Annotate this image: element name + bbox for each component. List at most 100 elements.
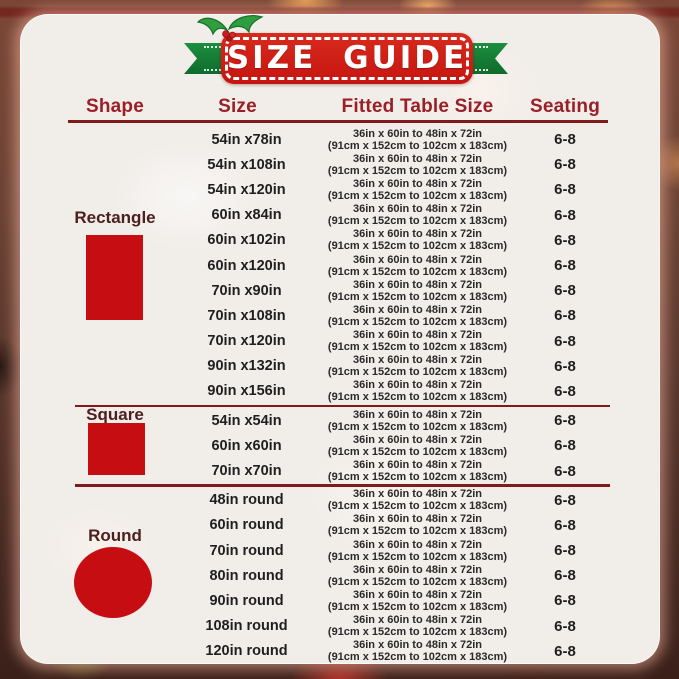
size-value: 70in x90in bbox=[211, 282, 282, 299]
fitted-table-size: 36in x 60in to 48in x 72in (91cm x 152cm … bbox=[305, 409, 530, 433]
size-value: 54in x54in bbox=[211, 412, 282, 429]
fitted-table-size: 36in x 60in to 48in x 72in (91cm x 152cm … bbox=[305, 203, 530, 227]
fitted-size-cm: (91cm x 152cm to 102cm x 183cm) bbox=[327, 139, 508, 152]
fitted-size-inches: 36in x 60in to 48in x 72in bbox=[353, 563, 482, 576]
fitted-table-size: 36in x 60in to 48in x 72in (91cm x 152cm … bbox=[305, 254, 530, 278]
seating-value: 6-8 bbox=[554, 491, 576, 509]
fitted-size-inches: 36in x 60in to 48in x 72in bbox=[353, 513, 482, 526]
seating-value: 6-8 bbox=[554, 332, 576, 350]
size-value: 54in x120in bbox=[207, 181, 286, 198]
fitted-table-size: 36in x 60in to 48in x 72in (91cm x 152cm … bbox=[305, 228, 530, 252]
fitted-size-inches: 36in x 60in to 48in x 72in bbox=[353, 253, 482, 266]
fitted-table-size: 36in x 60in to 48in x 72in (91cm x 152cm … bbox=[305, 639, 530, 663]
seating-value: 6-8 bbox=[554, 156, 576, 174]
section-label-round: Round bbox=[88, 526, 142, 545]
fitted-size-inches: 36in x 60in to 48in x 72in bbox=[353, 127, 482, 140]
size-value: 90in x132in bbox=[207, 358, 286, 375]
size-value: 70in round bbox=[209, 542, 284, 559]
table-row: 60in x102in 36in x 60in to 48in x 72in (91… bbox=[20, 228, 660, 253]
fitted-size-inches: 36in x 60in to 48in x 72in bbox=[353, 588, 482, 601]
seating-value: 6-8 bbox=[554, 382, 576, 400]
fitted-size-inches: 36in x 60in to 48in x 72in bbox=[353, 177, 482, 190]
seating-value: 6-8 bbox=[554, 206, 576, 224]
size-value: 60in x84in bbox=[211, 207, 282, 224]
table-row: 90in round 36in x 60in to 48in x 72in (91c… bbox=[20, 588, 660, 613]
fitted-size-inches: 36in x 60in to 48in x 72in bbox=[353, 303, 482, 316]
column-header-fitted: Fitted Table Size bbox=[341, 96, 494, 117]
fitted-size-cm: (91cm x 152cm to 102cm x 183cm) bbox=[327, 500, 508, 513]
fitted-size-inches: 36in x 60in to 48in x 72in bbox=[353, 614, 482, 627]
seating-value: 6-8 bbox=[554, 307, 576, 325]
section-label-rectangle: Rectangle bbox=[74, 208, 156, 227]
fitted-size-cm: (91cm x 152cm to 102cm x 183cm) bbox=[327, 471, 508, 484]
table-body: 54in x78in 36in x 60in to 48in x 72in (91c… bbox=[20, 127, 660, 664]
table-row: 70in x108in 36in x 60in to 48in x 72in (91… bbox=[20, 303, 660, 328]
seating-value: 6-8 bbox=[554, 412, 576, 430]
seating-value: 6-8 bbox=[554, 181, 576, 199]
fitted-size-inches: 36in x 60in to 48in x 72in bbox=[353, 152, 482, 165]
fitted-size-inches: 36in x 60in to 48in x 72in bbox=[353, 459, 482, 472]
fitted-size-cm: (91cm x 152cm to 102cm x 183cm) bbox=[327, 315, 508, 328]
size-value: 70in x120in bbox=[207, 333, 286, 350]
table-row: 48in round 36in x 60in to 48in x 72in (91c… bbox=[20, 488, 660, 513]
section-divider bbox=[75, 404, 610, 408]
fitted-size-inches: 36in x 60in to 48in x 72in bbox=[353, 329, 482, 342]
fitted-table-size: 36in x 60in to 48in x 72in (91cm x 152cm … bbox=[305, 304, 530, 328]
fitted-size-cm: (91cm x 152cm to 102cm x 183cm) bbox=[327, 215, 508, 228]
table-row: 70in x70in 36in x 60in to 48in x 72in (91c… bbox=[20, 458, 660, 483]
holly-icon bbox=[196, 15, 264, 42]
table-header-row: Shape Size Fitted Table Size Seating bbox=[20, 94, 660, 120]
size-value: 54in x108in bbox=[207, 156, 286, 173]
fitted-size-cm: (91cm x 152cm to 102cm x 183cm) bbox=[327, 290, 508, 303]
fitted-size-cm: (91cm x 152cm to 102cm x 183cm) bbox=[327, 341, 508, 354]
size-value: 90in round bbox=[209, 592, 284, 609]
fitted-table-size: 36in x 60in to 48in x 72in (91cm x 152cm … bbox=[305, 614, 530, 638]
fitted-table-size: 36in x 60in to 48in x 72in (91cm x 152cm … bbox=[305, 434, 530, 458]
circle-shape-icon bbox=[74, 547, 152, 618]
fitted-table-size: 36in x 60in to 48in x 72in (91cm x 152cm … bbox=[305, 589, 530, 613]
table-row: 70in x90in 36in x 60in to 48in x 72in (91c… bbox=[20, 278, 660, 303]
seating-value: 6-8 bbox=[554, 437, 576, 455]
table-row: 60in x84in 36in x 60in to 48in x 72in (91c… bbox=[20, 203, 660, 228]
fitted-size-cm: (91cm x 152cm to 102cm x 183cm) bbox=[327, 600, 508, 613]
header-divider bbox=[68, 120, 608, 123]
table-row: 80in round 36in x 60in to 48in x 72in (91c… bbox=[20, 563, 660, 588]
size-value: 60in x60in bbox=[211, 437, 282, 454]
column-header-seating: Seating bbox=[530, 96, 601, 117]
fitted-size-inches: 36in x 60in to 48in x 72in bbox=[353, 203, 482, 216]
fitted-size-inches: 36in x 60in to 48in x 72in bbox=[353, 278, 482, 291]
table-row: 60in x60in 36in x 60in to 48in x 72in (91c… bbox=[20, 433, 660, 458]
fitted-size-cm: (91cm x 152cm to 102cm x 183cm) bbox=[327, 626, 508, 639]
table-row: 54in x54in 36in x 60in to 48in x 72in (91c… bbox=[20, 408, 660, 433]
fitted-size-cm: (91cm x 152cm to 102cm x 183cm) bbox=[327, 525, 508, 538]
fitted-size-cm: (91cm x 152cm to 102cm x 183cm) bbox=[327, 391, 508, 404]
table-row: 54in x120in 36in x 60in to 48in x 72in (91… bbox=[20, 177, 660, 202]
fitted-size-inches: 36in x 60in to 48in x 72in bbox=[353, 639, 482, 652]
table-row: 70in round 36in x 60in to 48in x 72in (91c… bbox=[20, 538, 660, 563]
seating-value: 6-8 bbox=[554, 516, 576, 534]
size-value: 120in round bbox=[205, 643, 288, 660]
column-header-size: Size bbox=[218, 96, 257, 117]
fitted-size-inches: 36in x 60in to 48in x 72in bbox=[353, 538, 482, 551]
fitted-size-cm: (91cm x 152cm to 102cm x 183cm) bbox=[327, 445, 508, 458]
seating-value: 6-8 bbox=[554, 642, 576, 660]
size-guide-badge: SIZE GUIDE bbox=[221, 33, 473, 84]
size-value: 48in round bbox=[209, 492, 284, 509]
table-row: 90in x132in 36in x 60in to 48in x 72in (91… bbox=[20, 354, 660, 379]
size-value: 60in x120in bbox=[207, 257, 286, 274]
table-row: 60in round 36in x 60in to 48in x 72in (91c… bbox=[20, 513, 660, 538]
fitted-table-size: 36in x 60in to 48in x 72in (91cm x 152cm … bbox=[305, 459, 530, 483]
fitted-size-inches: 36in x 60in to 48in x 72in bbox=[353, 433, 482, 446]
fitted-table-size: 36in x 60in to 48in x 72in (91cm x 152cm … bbox=[305, 564, 530, 588]
fitted-size-inches: 36in x 60in to 48in x 72in bbox=[353, 228, 482, 241]
size-value: 108in round bbox=[205, 618, 288, 635]
seating-value: 6-8 bbox=[554, 592, 576, 610]
seating-value: 6-8 bbox=[554, 131, 576, 149]
seating-value: 6-8 bbox=[554, 282, 576, 300]
fitted-table-size: 36in x 60in to 48in x 72in (91cm x 152cm … bbox=[305, 128, 530, 152]
fitted-size-inches: 36in x 60in to 48in x 72in bbox=[353, 379, 482, 392]
fitted-table-size: 36in x 60in to 48in x 72in (91cm x 152cm … bbox=[305, 488, 530, 512]
rectangle-shape-icon bbox=[86, 235, 143, 320]
table-row: 54in x78in 36in x 60in to 48in x 72in (91c… bbox=[20, 127, 660, 152]
